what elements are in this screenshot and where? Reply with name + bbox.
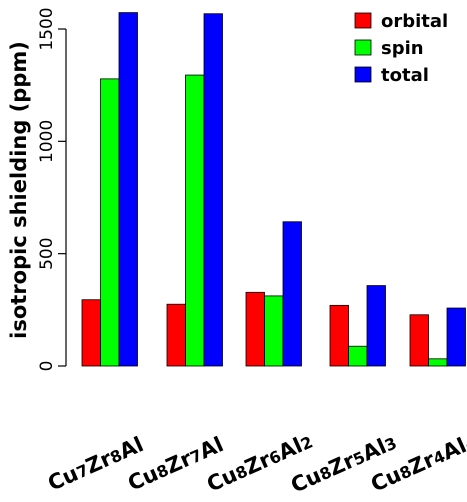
bar-spin-1 — [100, 78, 120, 367]
y-axis: 0 500 1000 1500 — [37, 7, 67, 372]
y-tick-label: 1500 — [37, 7, 57, 50]
legend-swatch-total — [354, 66, 372, 83]
bar-orbital-4 — [329, 304, 349, 367]
bar-total-2 — [203, 13, 223, 367]
legend: orbital spin total — [354, 11, 448, 86]
legend-swatch-spin — [354, 39, 372, 56]
category-labels: Cu7Zr8AlCu8Zr7AlCu8Zr6Al2Cu8Zr5Al3Cu8Zr4… — [44, 432, 467, 497]
bar-spin-3 — [264, 295, 284, 367]
y-tick-label: 1000 — [37, 120, 57, 163]
bar-total-4 — [366, 285, 386, 367]
bar-total-5 — [446, 307, 466, 367]
legend-swatch-orbital — [354, 12, 372, 29]
legend-label-orbital: orbital — [381, 11, 448, 32]
y-tick-label: 0 — [37, 361, 57, 372]
bar-spin-5 — [428, 358, 448, 367]
bars — [81, 12, 466, 367]
bar-orbital-1 — [81, 299, 101, 367]
bar-spin-4 — [348, 345, 368, 367]
bar-orbital-5 — [409, 314, 429, 367]
legend-label-total: total — [381, 65, 429, 86]
bar-total-3 — [282, 221, 302, 367]
bar-spin-2 — [185, 74, 205, 367]
y-axis-title: isotropic shielding (ppm) — [7, 41, 31, 339]
bar-total-1 — [118, 12, 138, 367]
bar-orbital-3 — [245, 291, 265, 367]
y-tick-label: 500 — [37, 237, 57, 269]
bar-orbital-2 — [166, 303, 186, 367]
legend-label-spin: spin — [381, 38, 424, 59]
